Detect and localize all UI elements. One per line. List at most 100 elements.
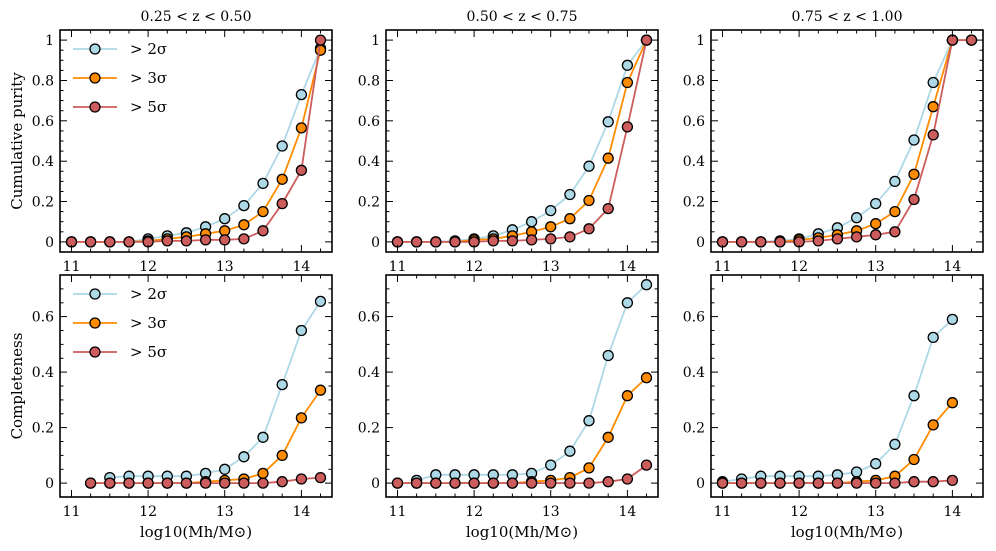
point-s5-completeness-1 [430,477,442,489]
point-s5-completeness-0 [314,471,327,484]
axes-frame [59,274,333,498]
point-s5-completeness-0 [84,477,97,489]
y-tick-label: 0.2 [32,421,54,437]
legend-label-s2: > 2σ [130,285,167,303]
point-s5-completeness-2 [850,477,863,489]
series-line-s2-purity-2 [722,39,972,243]
point-s5-completeness-2 [735,477,748,489]
point-s5-purity-0 [276,197,288,210]
point-s5-completeness-0 [238,477,250,489]
point-s5-completeness-1 [602,476,614,488]
point-s2-completeness-1 [602,349,614,362]
point-s2-purity-0 [257,177,269,190]
point-s3-purity-0 [276,173,288,185]
legend-label-s2: > 2σ [130,40,167,58]
point-s5-completeness-1 [506,477,519,489]
point-s5-purity-0 [161,235,173,247]
y-tick-label: 0.4 [32,154,54,170]
x-tick-label: 13 [867,504,885,520]
point-s2-completeness-1 [545,459,557,471]
point-s3-purity-0 [257,205,269,218]
point-s2-completeness-1 [564,445,576,457]
point-s5-purity-1 [602,202,614,215]
point-s3-purity-0 [314,44,327,56]
point-s5-purity-1 [583,223,595,235]
point-s5-completeness-2 [755,477,767,489]
panel-title: 0.25 < z < 0.50 [141,9,252,25]
y-tick-label: 0.2 [358,195,380,211]
point-s5-completeness-2 [946,474,959,487]
point-s2-completeness-2 [870,458,882,470]
point-s5-purity-2 [908,193,920,206]
point-s3-purity-0 [238,219,250,231]
legend-marker-s5 [89,346,101,358]
point-s5-completeness-1 [468,477,480,489]
legend-label-s5: > 5σ [130,98,167,116]
point-s5-completeness-1 [621,473,634,485]
point-s5-completeness-0 [199,477,212,489]
x-tick-label: 12 [465,259,483,275]
point-s5-purity-2 [831,233,844,245]
series-line-s2-completeness-1 [416,284,648,482]
panel-purity-2: 11 12 13 14 0 0.2 0.4 0.6 0.8 1 0.75 < z < 1.00 [683,9,984,275]
x-tick-label: 14 [292,504,310,520]
point-s5-completeness-2 [908,476,920,488]
y-tick-label: 0.2 [683,195,705,211]
point-s2-completeness-0 [295,324,308,337]
point-s5-completeness-0 [161,477,173,489]
x-tick-label: 14 [943,259,961,275]
point-s5-purity-2 [812,235,824,247]
point-s5-purity-0 [295,164,308,176]
point-s5-purity-1 [410,236,423,248]
point-s5-completeness-1 [525,477,538,489]
point-s3-completeness-1 [621,390,634,402]
point-s5-purity-0 [199,234,212,246]
point-s5-completeness-0 [257,477,269,489]
legend-marker-s3 [89,317,101,329]
x-tick-label: 13 [542,504,560,520]
point-s2-purity-2 [850,212,863,224]
y-tick-label: 0 [371,235,380,251]
point-s2-purity-1 [564,188,576,201]
point-s2-purity-0 [276,140,288,152]
point-s2-purity-2 [927,76,939,89]
y-tick-label: 0.4 [683,365,705,381]
point-s2-completeness-0 [238,451,250,463]
point-s5-completeness-1 [640,459,653,471]
point-s2-completeness-2 [908,390,920,402]
y-tick-label: 1 [696,33,705,49]
point-s5-purity-1 [487,235,499,247]
y-tick-label: 0.6 [32,114,54,130]
axes-frame [385,274,659,498]
x-tick-label: 12 [139,259,157,275]
point-s5-completeness-1 [564,477,576,489]
y-tick-label: 0.4 [683,154,705,170]
point-s2-purity-1 [583,160,595,172]
x-tick-label: 12 [465,504,483,520]
point-s5-completeness-1 [487,477,499,489]
axes-frame [59,29,333,253]
point-s5-purity-2 [889,226,901,238]
series-line-s3-completeness-1 [397,377,648,485]
x-axis-label: log10(Mh/M⊙) [791,523,903,541]
legend-label-s3: > 3σ [130,314,167,332]
y-tick-label: 0.8 [683,73,705,89]
x-tick-label: 11 [389,259,407,275]
point-s5-purity-2 [755,236,767,248]
point-s5-purity-0 [314,34,327,46]
point-s5-completeness-1 [545,477,557,489]
point-s5-completeness-2 [889,477,901,489]
point-s2-completeness-2 [889,438,901,450]
point-s2-purity-0 [295,88,308,101]
point-s3-completeness-0 [276,449,288,462]
point-s5-completeness-0 [276,476,288,488]
point-s5-purity-1 [430,236,442,248]
panel-title: 0.75 < z < 1.00 [792,9,903,25]
x-tick-label: 11 [714,259,732,275]
y-tick-label: 0.6 [358,114,380,130]
legend-label-s5: > 5σ [130,343,167,361]
point-s3-completeness-2 [946,397,959,409]
point-s5-purity-2 [735,236,748,248]
y-tick-label: 0 [371,476,380,492]
